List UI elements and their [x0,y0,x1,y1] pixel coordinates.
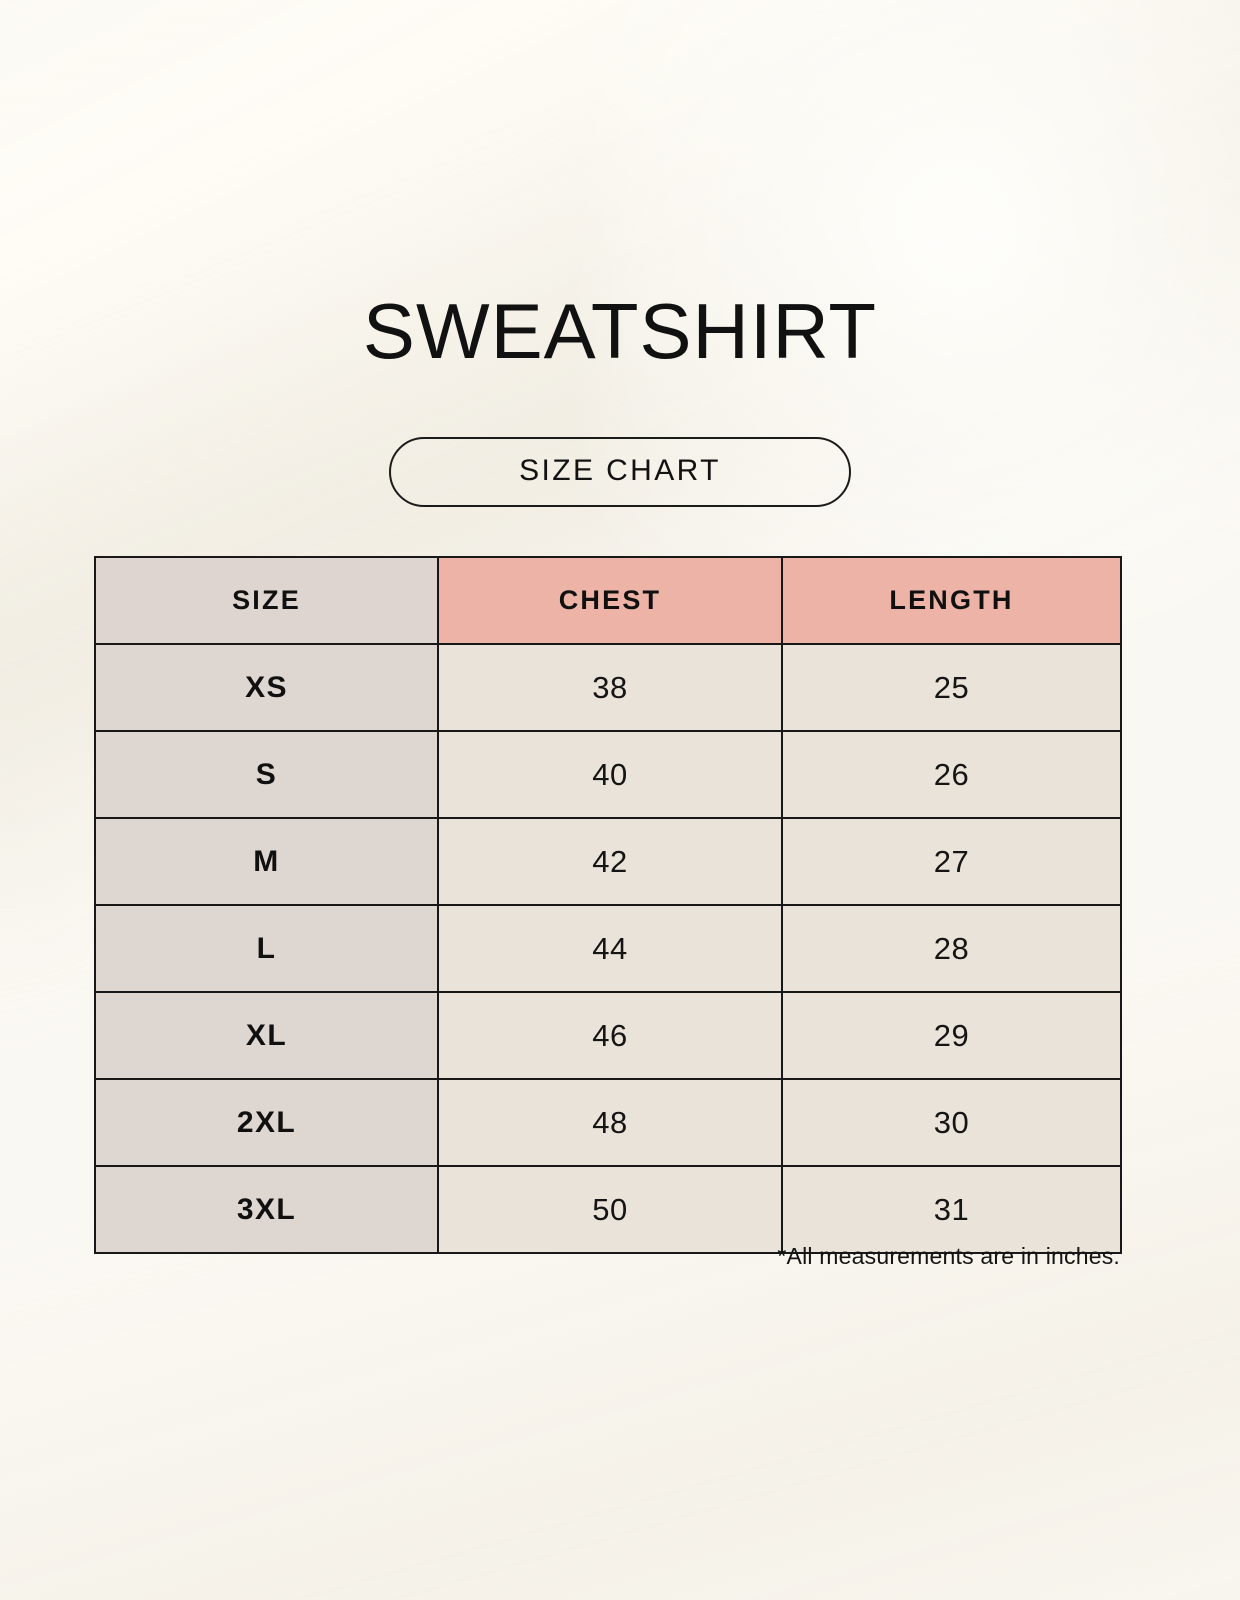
table-header-row: SIZE CHEST LENGTH [94,556,1122,645]
page-title: SWEATSHIRT [362,287,878,375]
cell-size-l: L [94,904,439,993]
measurement-unit-note: *All measurements are in inches. [777,1243,1120,1269]
cell-chest-3xl: 50 [437,1165,783,1254]
cell-chest-m: 42 [437,817,783,906]
column-header-size: SIZE [94,556,439,645]
table-row: L 44 28 [94,904,1122,993]
table-row: 3XL 50 31 [94,1165,1122,1254]
cell-length-3xl: 31 [781,1165,1122,1254]
column-header-chest: CHEST [437,556,783,645]
cell-size-m: M [94,817,439,906]
cell-length-xl: 29 [781,991,1122,1080]
cell-length-2xl: 30 [781,1078,1122,1167]
cell-chest-xs: 38 [437,643,783,732]
cell-size-3xl: 3XL [94,1165,439,1254]
cell-size-xl: XL [94,991,439,1080]
table-row: XL 46 29 [94,991,1122,1080]
cell-length-xs: 25 [781,643,1122,732]
cell-length-l: 28 [781,904,1122,993]
cell-size-2xl: 2XL [94,1078,439,1167]
cell-chest-2xl: 48 [437,1078,783,1167]
cell-length-m: 27 [781,817,1122,906]
cell-size-xs: XS [94,643,439,732]
cell-size-s: S [94,730,439,819]
size-table: SIZE CHEST LENGTH XS 38 25 S 40 26 [94,556,1122,1254]
cell-chest-l: 44 [437,904,783,993]
size-table-container: SIZE CHEST LENGTH XS 38 25 S 40 26 [94,556,1122,1254]
cell-length-s: 26 [781,730,1122,819]
size-chart-badge: SIZE CHART [389,437,851,507]
badge-container: SIZE CHART [0,437,1240,507]
cell-chest-xl: 46 [437,991,783,1080]
column-header-length: LENGTH [781,556,1122,645]
cell-chest-s: 40 [437,730,783,819]
table-row: XS 38 25 [94,643,1122,732]
table-row: S 40 26 [94,730,1122,819]
table-row: M 42 27 [94,817,1122,906]
table-row: 2XL 48 30 [94,1078,1122,1167]
